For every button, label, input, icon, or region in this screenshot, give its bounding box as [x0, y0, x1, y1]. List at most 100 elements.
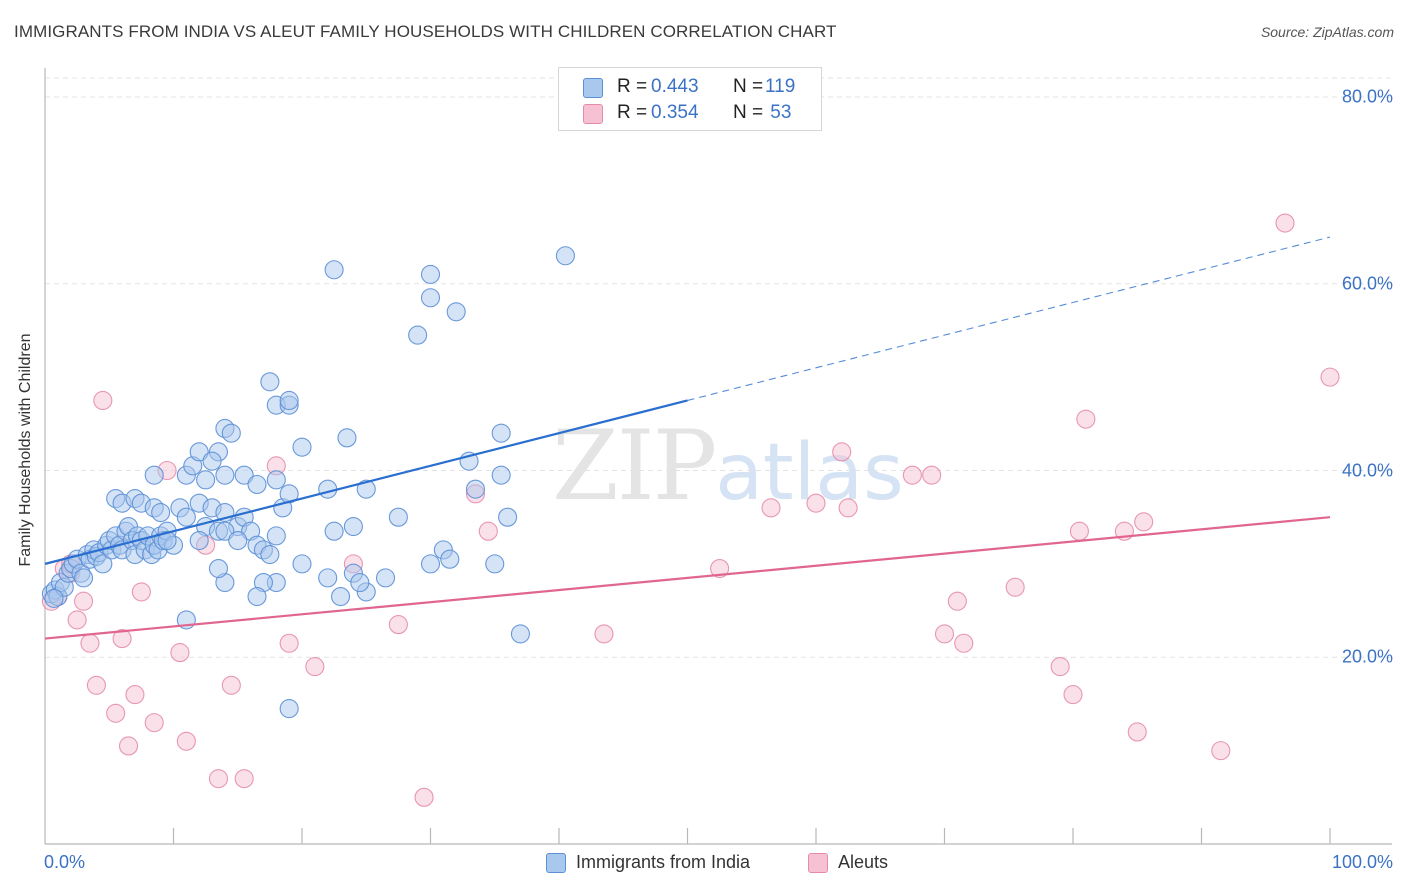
x-tick-label: 0.0% — [44, 852, 86, 872]
india-point — [446, 302, 466, 322]
aleuts-point — [1275, 213, 1295, 233]
legend-r-label: R = — [617, 102, 648, 123]
legend-n-label: N = — [733, 102, 764, 123]
stats-legend: R = 0.443 N = 119 R = 0.354 N = 53 — [558, 67, 822, 131]
aleuts-point — [1076, 409, 1096, 429]
india-points — [41, 246, 575, 719]
india-point — [498, 507, 518, 527]
aleuts-point — [594, 624, 614, 644]
aleuts-point — [93, 390, 113, 411]
india-point — [93, 554, 113, 574]
india-point — [266, 526, 286, 546]
legend-swatch-aleuts — [583, 104, 603, 124]
legend-r-label: R = — [617, 76, 648, 97]
aleuts-point — [279, 633, 299, 653]
india-point — [202, 451, 222, 471]
aleuts-point — [80, 633, 100, 653]
india-point — [266, 470, 286, 490]
aleuts-point — [118, 736, 139, 756]
india-point — [356, 479, 376, 499]
bottom-legend-label-aleuts: Aleuts — [838, 852, 889, 872]
india-point — [279, 390, 299, 411]
india-point — [485, 554, 505, 574]
legend-r-value: 0.443 — [651, 76, 699, 97]
india-point — [228, 530, 248, 551]
india-point — [144, 465, 164, 485]
aleuts-point — [1069, 521, 1089, 541]
india-point — [44, 588, 64, 608]
india-trend-line — [44, 399, 688, 565]
india-point — [491, 465, 511, 485]
legend-n-label: N = — [733, 76, 764, 97]
india-point — [234, 465, 254, 485]
india-point — [510, 624, 531, 644]
india-point — [176, 507, 196, 527]
aleuts-point — [388, 615, 408, 635]
source-label: Source: ZipAtlas.com — [1260, 24, 1394, 40]
aleuts-point — [902, 465, 922, 485]
india-point — [350, 572, 370, 593]
aleuts-point — [144, 713, 164, 733]
aleuts-point — [954, 633, 974, 653]
legend-n-value: 53 — [765, 102, 792, 123]
watermark: ZIPatlas — [552, 410, 904, 522]
india-point — [292, 554, 312, 574]
india-point — [189, 442, 209, 462]
india-point — [215, 465, 235, 485]
india-point — [189, 530, 209, 551]
bottom-legend-label-india: Immigrants from India — [576, 852, 751, 872]
aleuts-point — [947, 591, 967, 611]
india-point — [318, 568, 338, 588]
aleuts-point — [1127, 722, 1147, 742]
aleuts-point — [414, 787, 434, 807]
india-point — [196, 470, 216, 490]
india-point — [388, 507, 408, 527]
india-point — [157, 530, 177, 551]
india-point — [420, 288, 441, 308]
y-tick-label: 40.0% — [1341, 460, 1393, 480]
india-point — [151, 502, 171, 523]
aleuts-point — [125, 685, 145, 705]
india-point — [420, 264, 441, 284]
aleuts-point — [86, 675, 106, 695]
aleuts-point — [1211, 741, 1231, 761]
aleuts-point — [170, 643, 190, 663]
india-point — [318, 479, 338, 499]
india-point — [247, 474, 267, 495]
aleuts-point — [234, 769, 254, 789]
aleuts-point — [922, 465, 942, 485]
axes — [44, 68, 1392, 845]
india-point — [74, 568, 94, 588]
india-point — [465, 479, 486, 499]
legend-r-value: 0.354 — [651, 102, 699, 123]
india-point — [292, 437, 312, 457]
aleuts-point — [1063, 685, 1083, 705]
aleuts-point — [112, 629, 132, 649]
aleuts-point — [832, 442, 852, 462]
aleuts-point — [710, 558, 730, 579]
x-tick-label: 100.0% — [1331, 852, 1393, 872]
aleuts-point — [838, 498, 858, 518]
legend-n-value: 119 — [765, 76, 796, 97]
india-point — [420, 554, 441, 574]
y-axis-label: Family Households with Children — [17, 333, 34, 567]
india-point — [337, 428, 357, 448]
india-point — [491, 423, 511, 443]
y-tick-label: 60.0% — [1341, 273, 1393, 294]
aleuts-point — [131, 582, 151, 602]
aleuts-point — [208, 769, 229, 789]
india-point — [324, 521, 344, 541]
aleuts-point — [106, 703, 126, 723]
india-point — [247, 587, 267, 607]
india-point — [279, 699, 299, 719]
aleuts-point — [1050, 657, 1070, 677]
india-point — [408, 325, 428, 345]
y-tick-label: 80.0% — [1341, 86, 1393, 107]
aleuts-point — [67, 610, 87, 630]
aleuts-points — [41, 213, 1340, 807]
aleuts-point — [1320, 367, 1340, 387]
aleuts-point — [806, 493, 826, 513]
india-point — [215, 521, 235, 541]
india-point — [555, 246, 575, 266]
